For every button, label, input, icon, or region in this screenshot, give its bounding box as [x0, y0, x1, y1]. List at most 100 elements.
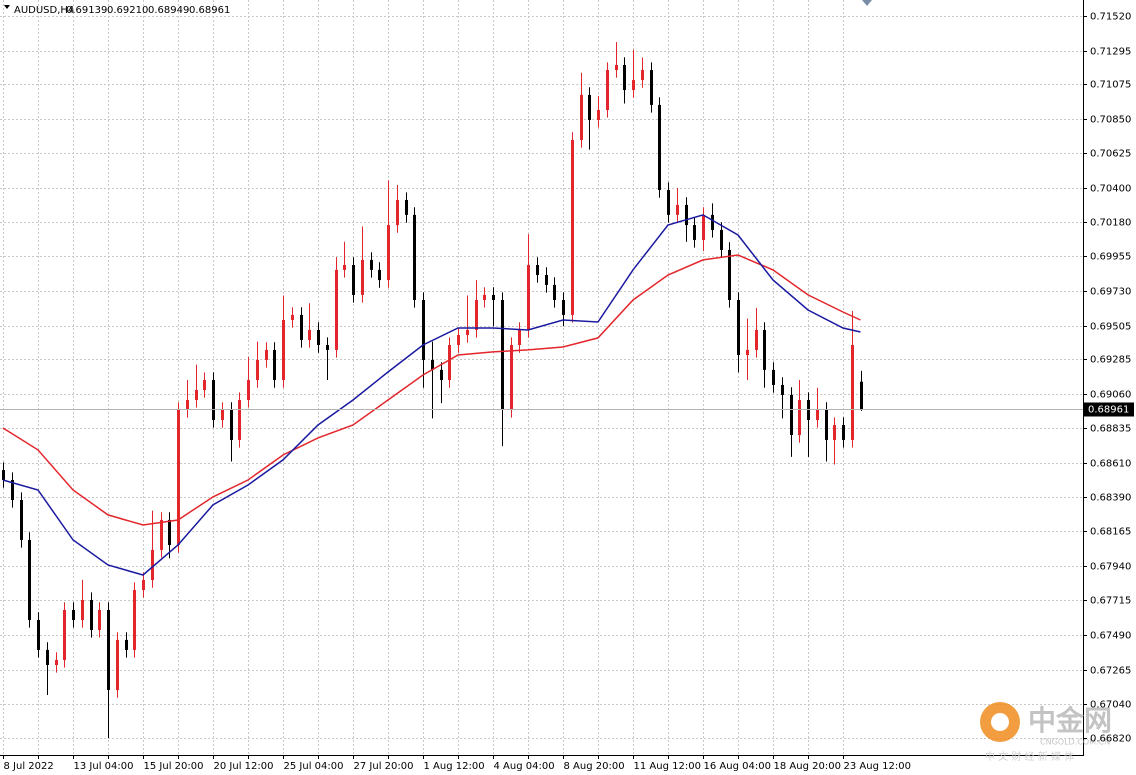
- candle-body: [195, 390, 198, 401]
- moving-average-line: [2, 214, 861, 576]
- x-tick-label: 20 Jul 12:00: [214, 761, 274, 772]
- candle-body: [492, 294, 495, 301]
- candle-body: [755, 329, 758, 350]
- y-tick-label: 0.69505: [1090, 322, 1131, 333]
- x-tick-label: 1 Aug 12:00: [424, 761, 485, 772]
- candle-body: [842, 425, 845, 440]
- candle-body: [448, 345, 451, 381]
- candle-body: [483, 294, 486, 301]
- candle-body: [125, 639, 128, 650]
- x-tick-label: 13 Jul 04:00: [74, 761, 134, 772]
- candle-body: [133, 590, 136, 650]
- candle-body: [11, 480, 14, 501]
- y-tick-label: 0.70180: [1090, 218, 1131, 229]
- x-tick-label: 18 Aug 20:00: [774, 761, 841, 772]
- y-tick-label: 0.67715: [1090, 596, 1131, 607]
- candle-body: [615, 64, 618, 71]
- candle-body: [256, 359, 259, 381]
- y-tick-label: 0.66820: [1090, 734, 1131, 745]
- candle-body: [308, 329, 311, 340]
- candle-body: [352, 264, 355, 295]
- marks: [0, 42, 1083, 738]
- candle-body: [536, 264, 539, 275]
- candle-body: [720, 229, 723, 250]
- header-arrow: [4, 5, 10, 9]
- candle-body: [177, 409, 180, 546]
- candle-body: [81, 600, 84, 620]
- candle-body: [212, 380, 215, 420]
- x-tick-label: 23 Aug 12:00: [844, 761, 911, 772]
- candle-body: [588, 94, 591, 120]
- candle-body: [746, 349, 749, 355]
- candle-body: [90, 600, 93, 630]
- candle-body: [545, 274, 548, 285]
- y-tick-label: 0.71295: [1090, 47, 1131, 58]
- y-tick-label: 0.67940: [1090, 562, 1131, 573]
- candle-body: [317, 329, 320, 346]
- candle-body: [247, 380, 250, 401]
- candle-body: [711, 214, 714, 230]
- y-tick-label: 0.67490: [1090, 631, 1131, 642]
- candle-body: [658, 104, 661, 191]
- low-label: 0.68949: [148, 5, 189, 16]
- candle-body: [440, 369, 443, 381]
- x-tick-label: 8 Jul 2022: [4, 761, 54, 772]
- candle-body: [46, 649, 49, 665]
- y-tick-label: 0.68165: [1090, 527, 1131, 538]
- candle-body: [562, 300, 565, 315]
- candle-body: [335, 269, 338, 350]
- candle-body: [728, 249, 731, 301]
- candle-body: [457, 335, 460, 346]
- candle-body: [763, 329, 766, 370]
- candle-body: [273, 349, 276, 381]
- x-tick-label: 11 Aug 12:00: [634, 761, 701, 772]
- y-tick-label: 0.71075: [1090, 80, 1131, 91]
- candle-body: [632, 80, 635, 91]
- candle-body: [737, 300, 740, 355]
- shift-marker: [862, 0, 872, 6]
- candle-body: [151, 549, 154, 581]
- y-tick-label: 0.67040: [1090, 700, 1131, 711]
- candle-body: [597, 109, 600, 120]
- candle-body: [160, 519, 163, 550]
- candle-body: [186, 400, 189, 410]
- candle-body: [413, 214, 416, 301]
- candle-body: [623, 64, 626, 91]
- current-price-label: 0.68961: [1088, 405, 1129, 416]
- candle-body: [378, 269, 381, 281]
- header: AUDUSD,H4 0.69139 0.69210 0.68949 0.6896…: [4, 5, 230, 16]
- candle-body: [571, 139, 574, 315]
- x-tick-label: 8 Aug 20:00: [564, 761, 625, 772]
- candle-body: [475, 300, 478, 330]
- y-tick-label: 0.70400: [1090, 184, 1131, 195]
- candle-body: [553, 284, 556, 301]
- candle-body: [772, 369, 775, 385]
- candle-body: [107, 609, 110, 691]
- candle-body: [63, 609, 66, 660]
- candle-body: [422, 300, 425, 360]
- candle-body: [168, 519, 171, 546]
- candle-body: [641, 70, 644, 81]
- candle-body: [667, 190, 670, 215]
- watermark-site: CNGOLD.COM.CN: [1040, 738, 1110, 747]
- high-label: 0.69210: [107, 5, 148, 16]
- candle-body: [702, 214, 705, 240]
- candle-body: [238, 400, 241, 440]
- candle-body: [221, 409, 224, 420]
- candle-body: [230, 409, 233, 440]
- candle-body: [37, 619, 40, 650]
- y-tick-label: 0.71520: [1090, 12, 1131, 23]
- candle-body: [501, 300, 504, 410]
- x-tick-label: 27 Jul 20:00: [354, 761, 414, 772]
- y-tick-label: 0.69730: [1090, 287, 1131, 298]
- candle-body: [20, 500, 23, 540]
- watermark: 中金网 CNGOLD.COM.CN 中 文 财 经 新 媒 体: [980, 702, 1112, 763]
- candle-body: [860, 381, 863, 410]
- candle-body: [116, 639, 119, 691]
- y-tick-label: 0.68835: [1090, 424, 1131, 435]
- candle-body: [361, 259, 364, 295]
- current-price-tag: [1084, 402, 1134, 417]
- candle-body: [606, 70, 609, 110]
- candle-body: [790, 394, 793, 436]
